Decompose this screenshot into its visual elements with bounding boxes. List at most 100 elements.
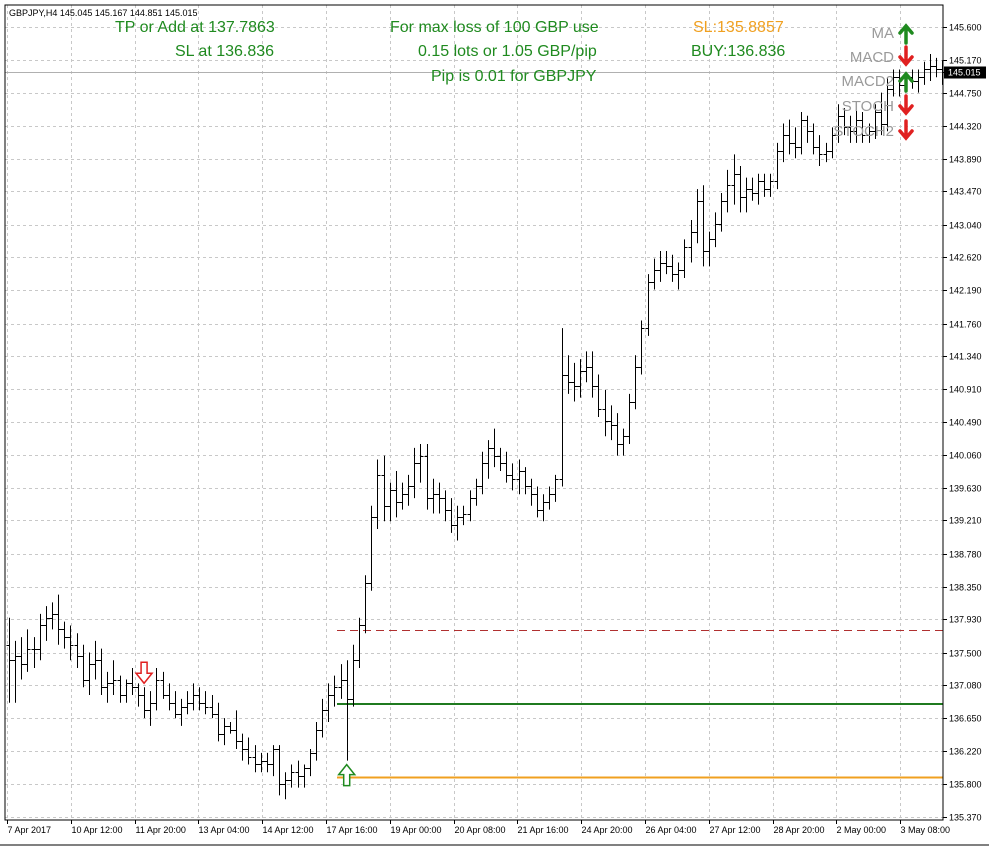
- price-bar: [749, 177, 756, 201]
- time-axis[interactable]: 7 Apr 2017 10 Apr 12:00 11 Apr 20:00 13 Apr…: [7, 820, 951, 835]
- time-tick-label: 21 Apr 16:00: [518, 825, 569, 835]
- price-bar: [202, 691, 209, 715]
- arrow-down-icon: [898, 94, 914, 116]
- price-bar: [915, 69, 922, 93]
- indicator-label: STOCH2: [833, 123, 894, 140]
- price-tick-label: 141.760: [949, 320, 982, 330]
- price-tick-label: 144.750: [949, 89, 982, 99]
- price-tick-label: 139.210: [949, 516, 982, 526]
- price-tick-label: 145.600: [949, 23, 982, 33]
- price-bar: [694, 189, 701, 244]
- time-tick-label: 7 Apr 2017: [8, 825, 52, 835]
- price-bar: [196, 687, 203, 711]
- price-bar: [264, 752, 271, 773]
- price-bar: [700, 185, 707, 267]
- price-bar: [467, 490, 474, 522]
- price-tick-label: 135.800: [949, 780, 982, 790]
- price-bar: [933, 57, 940, 78]
- pip-text: Pip is 0.01 for GBPJPY: [431, 68, 597, 85]
- price-bar: [252, 745, 259, 773]
- price-bar: [731, 154, 738, 205]
- time-tick-label: 26 Apr 04:00: [646, 825, 697, 835]
- price-bar: [135, 683, 142, 707]
- price-bar: [681, 239, 688, 278]
- price-bar: [301, 764, 308, 788]
- price-bar: [890, 69, 897, 97]
- price-bar: [313, 722, 320, 761]
- price-tick-label: 144.320: [949, 122, 982, 132]
- price-bar: [129, 667, 136, 695]
- time-tick-label: 24 Apr 20:00: [582, 825, 633, 835]
- price-tick-label: 137.930: [949, 615, 982, 625]
- price-bar: [227, 722, 234, 734]
- price-bar: [853, 108, 860, 143]
- price-tick-label: 135.370: [949, 813, 982, 823]
- price-bar: [503, 451, 510, 483]
- price-bar: [61, 621, 68, 649]
- price-bar: [258, 752, 265, 773]
- price-bar: [215, 702, 222, 742]
- price-bar: [651, 258, 658, 290]
- price-bar: [74, 633, 81, 668]
- trade-signals: [134, 661, 357, 787]
- price-bar: [565, 355, 572, 394]
- price-bar: [774, 142, 781, 190]
- price-bar: [319, 698, 326, 738]
- price-bar: [86, 652, 93, 695]
- price-bar: [393, 471, 400, 518]
- price-bar: [362, 575, 369, 634]
- price-bar: [430, 478, 437, 514]
- price-bar: [859, 111, 866, 143]
- price-bar: [473, 478, 480, 506]
- price-bar: [497, 447, 504, 472]
- price-bars: [6, 54, 946, 800]
- grid: [5, 5, 943, 820]
- price-bar: [927, 54, 934, 82]
- price-bar: [835, 104, 842, 143]
- price-axis[interactable]: 145.600 145.170 144.750 144.320 143.890 143.4…: [943, 23, 982, 823]
- price-bar: [552, 474, 559, 502]
- price-bar: [688, 220, 695, 263]
- price-bar: [608, 405, 615, 441]
- price-bar: [540, 494, 547, 522]
- price-bar: [270, 745, 277, 777]
- price-bar: [417, 444, 424, 483]
- current-price-badge: 145.015: [944, 66, 986, 79]
- price-bar: [411, 447, 418, 499]
- price-bar: [12, 640, 19, 703]
- price-bar: [743, 177, 750, 213]
- price-bar: [712, 212, 719, 248]
- price-bar: [522, 467, 529, 495]
- price-bar: [602, 389, 609, 437]
- price-bar: [792, 127, 799, 159]
- price-bar: [178, 698, 185, 726]
- tp-text: TP or Add at 137.7863: [115, 19, 275, 36]
- price-bar: [657, 250, 664, 282]
- price-bar: [288, 764, 295, 788]
- price-badge-bg: [944, 66, 986, 79]
- price-bar: [172, 691, 179, 719]
- trade-levels[interactable]: [5, 72, 943, 779]
- indicator-macd2: MACD2: [841, 71, 914, 93]
- price-bar: [823, 142, 830, 163]
- price-bar: [331, 675, 338, 707]
- time-tick-label: 10 Apr 12:00: [72, 825, 123, 835]
- indicator-label: MA: [872, 25, 895, 42]
- price-tick-label: 142.620: [949, 253, 982, 263]
- price-bar: [31, 637, 38, 668]
- price-bar: [153, 667, 160, 711]
- time-tick-label: 13 Apr 04:00: [199, 825, 250, 835]
- price-bar: [184, 691, 191, 715]
- price-tick-label: 140.490: [949, 418, 982, 428]
- price-bar: [645, 274, 652, 336]
- price-bar: [546, 486, 553, 510]
- price-bar: [245, 737, 252, 765]
- price-bar: [209, 694, 216, 719]
- price-bar: [841, 108, 848, 136]
- price-bar: [350, 644, 357, 707]
- arrow-up-icon: [898, 23, 914, 45]
- price-bar: [559, 328, 566, 487]
